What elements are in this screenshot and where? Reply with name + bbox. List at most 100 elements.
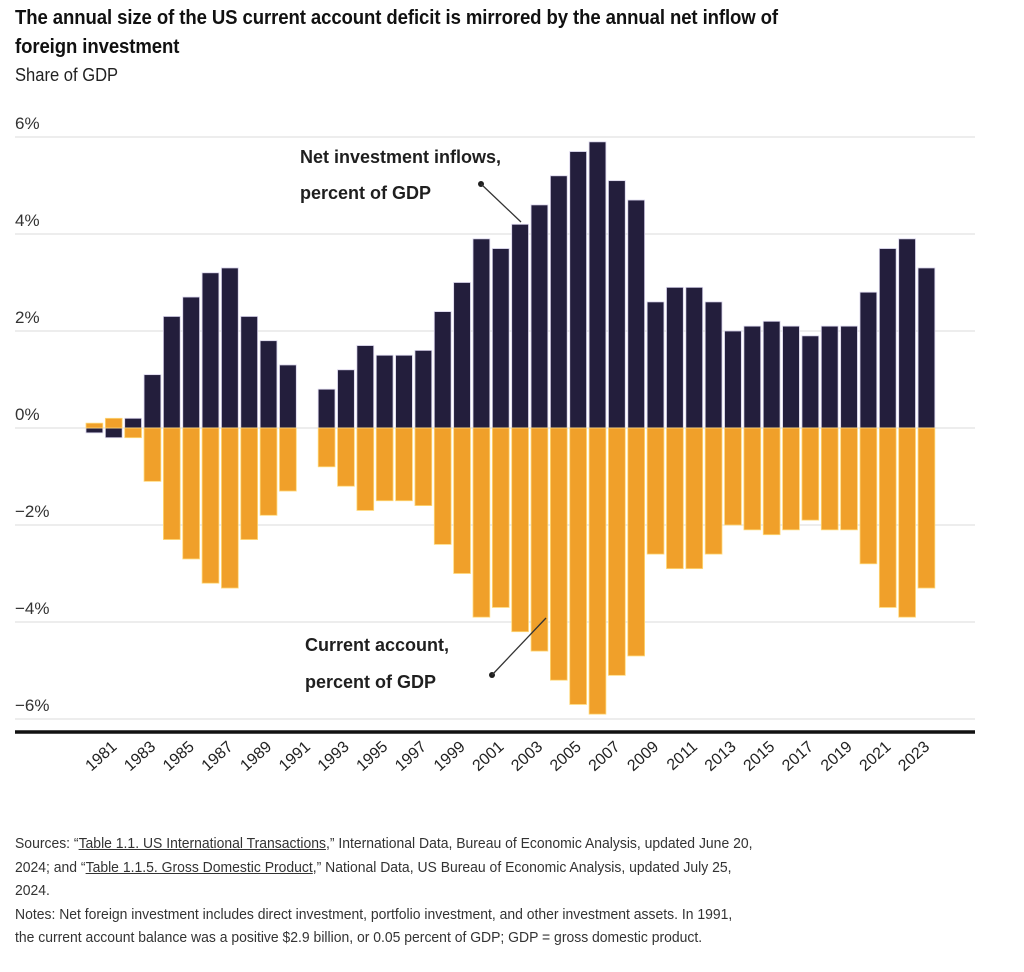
x-tick-label: 2011 [664,738,701,774]
bar-net-investment-2002 [511,223,529,429]
y-tick-label: −4% [15,599,50,618]
bar-net-investment-2001 [491,248,510,429]
bar-net-investment-1980 [85,427,104,434]
chart-subtitle: Share of GDP [15,65,119,85]
bar-current-account-2018 [820,427,839,531]
bar-net-investment-2023 [917,267,936,429]
bar-net-investment-2008 [627,199,645,429]
y-axis-ticks: 6% 4% 2% 0% −2% −4% −6% [15,114,50,715]
bar-net-investment-1989 [259,340,278,429]
bar-current-account-1986 [201,427,220,584]
bar-net-investment-1981 [104,427,123,439]
x-tick-label: 1999 [431,738,469,775]
bar-current-account-2006 [588,427,607,715]
chart-title-line-2: foreign investment [15,35,180,58]
bar-current-account-1990 [279,427,297,492]
bar-current-account-2002 [511,427,529,633]
bar-net-investment-1999 [453,282,471,429]
bar-current-account-2010 [666,427,684,570]
x-tick-label: 2017 [779,738,817,775]
source-link-table-1-1[interactable]: Table 1.1. US International Transactions [78,835,326,852]
bar-current-account-1997 [414,427,433,506]
x-tick-label: 1993 [315,738,353,775]
bar-net-investment-1996 [395,354,413,429]
chart-footer: Sources: “Table 1.1. US International Tr… [15,832,945,950]
bar-net-investment-2004 [550,175,568,429]
bar-net-investment-1986 [201,272,220,429]
bar-current-account-2014 [743,427,762,531]
bar-net-investment-2011 [685,286,704,429]
bar-current-account-1994 [356,427,375,511]
bar-current-account-2013 [724,427,742,526]
y-tick-label: 6% [15,114,40,133]
y-tick-label: 0% [15,405,40,424]
bar-current-account-1982 [124,427,142,439]
bar-current-account-2011 [685,427,704,570]
bar-current-account-1992 [317,427,336,468]
sources-line2-prefix: 2024; and “ [15,858,86,876]
x-tick-label: 2009 [624,738,662,775]
x-axis-ticks: 1981 1983 1985 1987 1989 1991 1993 1995 1997 1999… [83,738,934,775]
x-tick-label: 2001 [470,738,508,775]
bar-net-investment-1988 [240,316,259,429]
bar-net-investment-2015 [762,320,781,429]
annotation-net-investment-line1: Net investment inflows, [300,147,501,167]
bar-net-investment-1983 [143,374,162,429]
sources-line-2: 2024; and “Table 1.1.5. Gross Domestic P… [15,856,945,880]
x-tick-label: 2003 [508,738,546,775]
annotations: Net investment inflows, percent of GDP C… [300,147,547,692]
chart-title-line-1: The annual size of the US current accoun… [15,6,779,29]
bar-current-account-2008 [627,427,645,657]
x-tick-label: 1983 [121,738,159,775]
bar-net-investment-2016 [782,325,800,429]
bar-net-investment-1990 [279,364,297,429]
x-tick-label: 2021 [857,738,895,775]
bar-current-account-1999 [453,427,471,574]
bar-current-account-2023 [917,427,936,589]
y-tick-label: 4% [15,211,40,230]
bar-net-investment-2000 [472,238,491,429]
bar-current-account-1987 [221,427,239,589]
bar-net-investment-2022 [898,238,916,429]
bar-net-investment-2009 [646,301,665,429]
x-tick-label: 2023 [895,738,933,775]
bar-current-account-2003 [530,427,549,652]
bar-current-account-1980 [85,422,104,429]
bar-net-investment-2021 [878,248,897,429]
x-tick-label: 2007 [586,738,624,775]
notes-line-2: the current account balance was a positi… [15,929,703,946]
annotation-current-account-leader [491,617,547,676]
bar-current-account-2012 [704,427,723,555]
bar-net-investment-2012 [704,301,723,429]
bar-net-investment-2020 [859,291,878,429]
x-tick-label: 1997 [392,738,430,775]
bar-current-account-1981 [104,417,123,429]
bar-current-account-1998 [433,427,452,545]
x-tick-label: 1989 [237,738,275,775]
bar-net-investment-1985 [182,296,200,429]
bar-net-investment-2017 [801,335,820,429]
bar-current-account-2007 [608,427,626,676]
bar-current-account-1983 [143,427,162,482]
bar-net-investment-1994 [356,345,375,429]
annotation-net-investment-leader [480,183,522,223]
x-tick-label: 1981 [83,738,121,775]
x-tick-label: 2015 [741,738,779,775]
notes-line-1: Notes: Net foreign investment includes d… [15,905,733,923]
bar-net-investment-1998 [433,311,452,429]
sources-line-1: Sources: “Table 1.1. US International Tr… [15,832,945,856]
bar-current-account-1988 [240,427,259,540]
source-link-table-1-1-5[interactable]: Table 1.1.5. Gross Domestic Product [85,858,313,876]
bar-current-account-2022 [898,427,916,618]
bar-net-investment-1995 [375,354,394,429]
x-tick-label: 2019 [818,738,856,775]
x-tick-label: 1985 [160,738,198,775]
bar-net-investment-2010 [666,286,684,429]
bar-current-account-2004 [550,427,568,681]
sources-label: Sources: “ [15,835,79,852]
annotation-net-investment-line2: percent of GDP [300,183,431,203]
bar-net-investment-2005 [569,151,587,429]
annotation-current-account-line1: Current account, [305,635,449,655]
bar-chart: 6%4%2%0%−2%−4%−6% 1981 1983 1985 1987 1989 19… [15,114,975,775]
bar-net-investment-2018 [820,325,839,429]
